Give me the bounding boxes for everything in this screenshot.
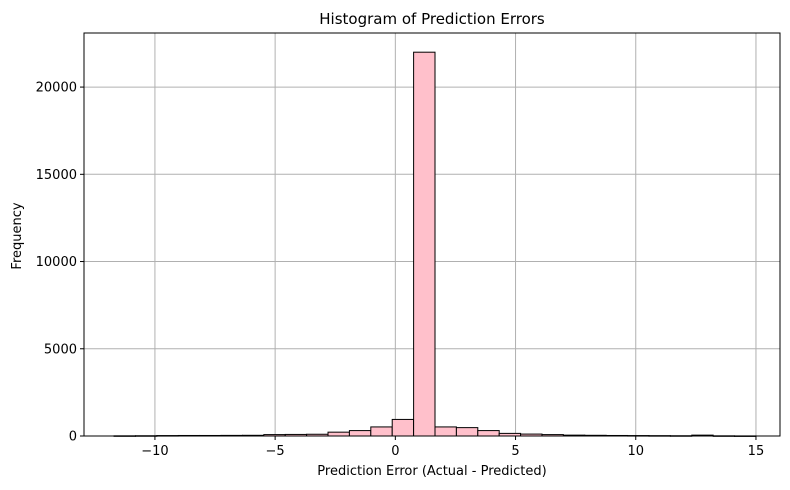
histogram-bar <box>370 426 393 437</box>
y-tick-label: 20000 <box>36 81 77 96</box>
y-tick-label: 10000 <box>36 255 77 270</box>
histogram-bar <box>413 51 436 437</box>
plot-frame <box>83 32 781 437</box>
x-tick-label: 5 <box>511 444 519 459</box>
histogram-bar <box>434 426 457 437</box>
histogram-bar <box>348 430 372 437</box>
x-tick-label: −10 <box>141 444 168 459</box>
y-tick-label: 0 <box>69 430 77 445</box>
x-tick-label: 0 <box>391 444 399 459</box>
chart-title: Histogram of Prediction Errors <box>319 10 545 28</box>
y-tick-label: 15000 <box>36 168 77 183</box>
x-tick-label: 10 <box>627 444 644 459</box>
axes: −10 −5 0 5 10 15 0 5000 10000 15000 20000 <box>36 32 781 459</box>
histogram-bar <box>455 427 479 437</box>
histogram-bar <box>327 431 350 437</box>
x-tick-label: −5 <box>266 444 285 459</box>
histogram-bars <box>113 51 757 437</box>
histogram-bar <box>391 418 415 437</box>
histogram-bar <box>477 430 500 437</box>
y-tick-label: 5000 <box>44 342 77 357</box>
x-axis-label: Prediction Error (Actual - Predicted) <box>317 464 546 479</box>
y-axis-label: Frequency <box>10 202 25 269</box>
x-tick-label: 15 <box>748 444 765 459</box>
